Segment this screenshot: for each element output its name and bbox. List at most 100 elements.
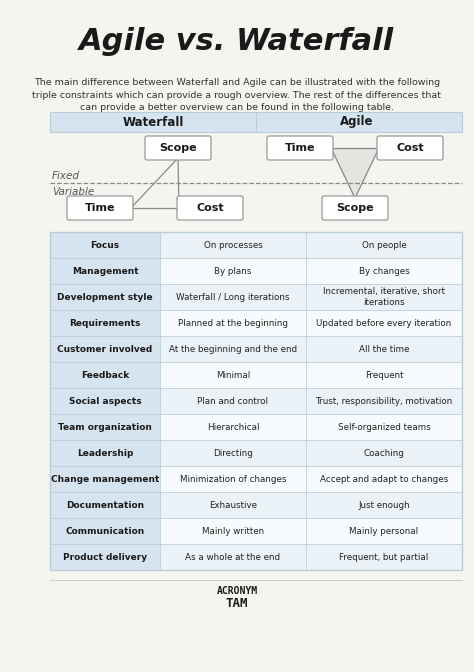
Text: Accept and adapt to changes: Accept and adapt to changes xyxy=(320,474,448,483)
Text: As a whole at the end: As a whole at the end xyxy=(185,552,281,562)
FancyBboxPatch shape xyxy=(50,466,160,492)
Text: Cost: Cost xyxy=(196,203,224,213)
FancyBboxPatch shape xyxy=(306,414,462,440)
Text: Frequent, but partial: Frequent, but partial xyxy=(339,552,428,562)
FancyBboxPatch shape xyxy=(50,112,462,132)
Text: Self-organized teams: Self-organized teams xyxy=(337,423,430,431)
FancyBboxPatch shape xyxy=(177,196,243,220)
Text: On people: On people xyxy=(362,241,406,249)
Text: Product delivery: Product delivery xyxy=(63,552,147,562)
FancyBboxPatch shape xyxy=(306,258,462,284)
FancyBboxPatch shape xyxy=(322,196,388,220)
Text: Minimal: Minimal xyxy=(216,370,250,380)
FancyBboxPatch shape xyxy=(50,336,160,362)
FancyBboxPatch shape xyxy=(160,466,306,492)
Text: Requirements: Requirements xyxy=(69,319,141,327)
FancyBboxPatch shape xyxy=(160,232,306,258)
Text: On processes: On processes xyxy=(203,241,263,249)
Text: Just enough: Just enough xyxy=(358,501,410,509)
FancyBboxPatch shape xyxy=(50,440,160,466)
Text: Management: Management xyxy=(72,267,138,276)
Text: The main difference between Waterfall and Agile can be illustrated with the foll: The main difference between Waterfall an… xyxy=(33,78,441,112)
FancyBboxPatch shape xyxy=(160,388,306,414)
Text: Customer involved: Customer involved xyxy=(57,345,153,353)
Text: TAM: TAM xyxy=(226,597,248,610)
Text: Updated before every iteration: Updated before every iteration xyxy=(316,319,452,327)
Text: All the time: All the time xyxy=(359,345,409,353)
FancyBboxPatch shape xyxy=(377,136,443,160)
FancyBboxPatch shape xyxy=(160,544,306,570)
FancyBboxPatch shape xyxy=(306,310,462,336)
Text: Team organization: Team organization xyxy=(58,423,152,431)
Text: By plans: By plans xyxy=(214,267,252,276)
Text: Development style: Development style xyxy=(57,292,153,302)
FancyBboxPatch shape xyxy=(267,136,333,160)
Text: At the beginning and the end: At the beginning and the end xyxy=(169,345,297,353)
FancyBboxPatch shape xyxy=(160,414,306,440)
Text: Plan and control: Plan and control xyxy=(198,396,268,405)
FancyBboxPatch shape xyxy=(306,440,462,466)
FancyBboxPatch shape xyxy=(160,518,306,544)
Text: Scope: Scope xyxy=(159,143,197,153)
Text: Leadership: Leadership xyxy=(77,448,133,458)
FancyBboxPatch shape xyxy=(306,466,462,492)
Text: Communication: Communication xyxy=(65,526,145,536)
FancyBboxPatch shape xyxy=(50,388,160,414)
FancyBboxPatch shape xyxy=(306,336,462,362)
FancyBboxPatch shape xyxy=(50,518,160,544)
Text: Social aspects: Social aspects xyxy=(69,396,141,405)
FancyBboxPatch shape xyxy=(50,258,160,284)
FancyBboxPatch shape xyxy=(306,544,462,570)
Text: Mainly personal: Mainly personal xyxy=(349,526,419,536)
FancyBboxPatch shape xyxy=(50,232,160,258)
Text: Variable: Variable xyxy=(52,187,94,197)
Text: Feedback: Feedback xyxy=(81,370,129,380)
FancyBboxPatch shape xyxy=(67,196,133,220)
FancyBboxPatch shape xyxy=(50,362,160,388)
FancyBboxPatch shape xyxy=(160,362,306,388)
Text: Hierarchical: Hierarchical xyxy=(207,423,259,431)
Text: Waterfall / Long iterations: Waterfall / Long iterations xyxy=(176,292,290,302)
Text: ACRONYM: ACRONYM xyxy=(217,586,257,596)
Text: Minimization of changes: Minimization of changes xyxy=(180,474,286,483)
Text: Agile vs. Waterfall: Agile vs. Waterfall xyxy=(79,28,395,56)
Text: Time: Time xyxy=(85,203,115,213)
Text: Fixed: Fixed xyxy=(52,171,80,181)
Text: Incremental, iterative, short
iterations: Incremental, iterative, short iterations xyxy=(323,288,445,306)
Text: Frequent: Frequent xyxy=(365,370,403,380)
Text: Trust, responsibility, motivation: Trust, responsibility, motivation xyxy=(315,396,453,405)
Text: Mainly written: Mainly written xyxy=(202,526,264,536)
Text: Coaching: Coaching xyxy=(364,448,404,458)
FancyBboxPatch shape xyxy=(160,336,306,362)
Text: Exhaustive: Exhaustive xyxy=(209,501,257,509)
FancyBboxPatch shape xyxy=(306,362,462,388)
Text: Agile: Agile xyxy=(340,116,374,128)
FancyBboxPatch shape xyxy=(160,492,306,518)
FancyBboxPatch shape xyxy=(50,284,160,310)
Text: Cost: Cost xyxy=(396,143,424,153)
FancyBboxPatch shape xyxy=(160,440,306,466)
FancyBboxPatch shape xyxy=(50,414,160,440)
FancyBboxPatch shape xyxy=(306,388,462,414)
FancyBboxPatch shape xyxy=(160,310,306,336)
Text: Focus: Focus xyxy=(91,241,119,249)
FancyBboxPatch shape xyxy=(50,544,160,570)
Polygon shape xyxy=(331,148,379,198)
FancyBboxPatch shape xyxy=(50,492,160,518)
FancyBboxPatch shape xyxy=(160,258,306,284)
FancyBboxPatch shape xyxy=(306,232,462,258)
FancyBboxPatch shape xyxy=(306,518,462,544)
Text: Directing: Directing xyxy=(213,448,253,458)
FancyBboxPatch shape xyxy=(160,284,306,310)
FancyBboxPatch shape xyxy=(306,284,462,310)
Text: Planned at the beginning: Planned at the beginning xyxy=(178,319,288,327)
Text: Waterfall: Waterfall xyxy=(122,116,184,128)
Text: By changes: By changes xyxy=(359,267,410,276)
Text: Documentation: Documentation xyxy=(66,501,144,509)
Text: Scope: Scope xyxy=(336,203,374,213)
FancyBboxPatch shape xyxy=(145,136,211,160)
Text: Change management: Change management xyxy=(51,474,159,483)
FancyBboxPatch shape xyxy=(306,492,462,518)
Text: Time: Time xyxy=(285,143,315,153)
FancyBboxPatch shape xyxy=(50,310,160,336)
